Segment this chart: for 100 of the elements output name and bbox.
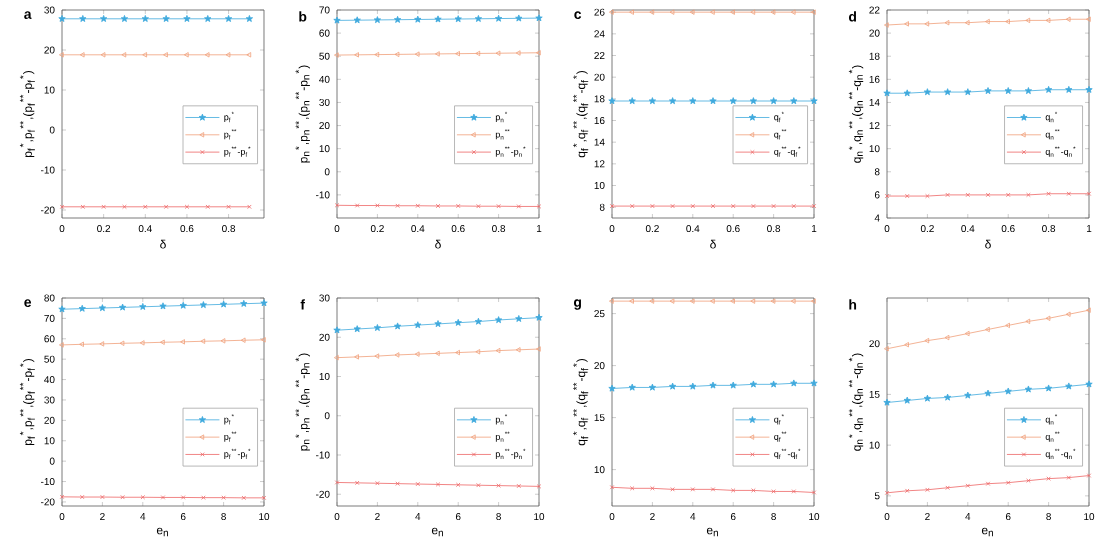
point (710, 203, 716, 209)
point (729, 97, 737, 105)
point (964, 330, 970, 337)
point (629, 203, 635, 209)
point (353, 16, 361, 24)
point (944, 20, 950, 26)
point (220, 338, 226, 344)
point (729, 381, 737, 389)
point (730, 203, 736, 209)
point (770, 9, 776, 15)
point (535, 313, 543, 321)
point (689, 298, 695, 304)
point (183, 52, 189, 58)
point (393, 322, 402, 330)
point (791, 203, 797, 209)
point (904, 193, 910, 199)
point (1045, 315, 1051, 321)
point (474, 317, 483, 325)
point (689, 382, 697, 390)
point (100, 52, 106, 58)
point (474, 15, 483, 22)
point (454, 15, 462, 23)
point (260, 299, 268, 307)
point (224, 15, 233, 22)
point (515, 347, 521, 353)
point (475, 349, 481, 355)
point (944, 88, 952, 96)
point (923, 88, 932, 96)
point (648, 383, 657, 391)
point (99, 341, 105, 347)
point (1045, 85, 1053, 93)
point (790, 97, 798, 105)
point (689, 9, 695, 15)
point (984, 389, 992, 397)
point (374, 51, 380, 58)
point (204, 15, 212, 22)
point (689, 97, 697, 105)
point (394, 352, 400, 358)
point (79, 15, 87, 22)
point (1025, 17, 1031, 24)
point (515, 14, 523, 22)
point (79, 52, 85, 58)
point (944, 393, 952, 401)
point (434, 320, 442, 328)
point (1045, 384, 1053, 392)
point (58, 305, 66, 313)
point (1065, 311, 1071, 317)
point (475, 50, 481, 57)
point (903, 396, 911, 404)
point (790, 298, 796, 304)
point (649, 9, 655, 15)
point (1004, 87, 1012, 95)
point (354, 480, 360, 486)
point (985, 192, 991, 198)
point (373, 16, 382, 24)
point (944, 334, 950, 341)
point (240, 337, 246, 343)
point (964, 391, 972, 399)
point (1065, 16, 1071, 22)
point (374, 353, 380, 359)
point (79, 494, 85, 500)
point (163, 204, 169, 210)
point (1005, 192, 1011, 198)
point (119, 340, 125, 346)
point (964, 20, 970, 26)
point (516, 483, 522, 489)
point (904, 488, 910, 494)
point (118, 303, 127, 311)
point (709, 97, 717, 105)
point (668, 382, 677, 390)
point (1024, 385, 1033, 393)
point (199, 301, 208, 309)
point (984, 87, 992, 95)
point (749, 97, 758, 105)
point (179, 301, 187, 309)
point (100, 15, 108, 22)
point (1045, 17, 1051, 24)
point (333, 326, 341, 334)
point (923, 394, 932, 402)
point (58, 15, 66, 22)
point (810, 379, 818, 387)
point (120, 15, 129, 22)
point (204, 52, 210, 58)
point (628, 97, 636, 105)
point (1065, 85, 1073, 93)
point (495, 347, 501, 354)
point (200, 338, 206, 344)
point (1024, 87, 1033, 95)
point (240, 299, 248, 307)
point (121, 52, 127, 58)
point (628, 383, 636, 391)
point (139, 340, 145, 346)
point (393, 15, 402, 23)
point (414, 351, 420, 357)
point (495, 50, 501, 56)
point (608, 97, 616, 105)
point (749, 380, 758, 388)
point (162, 15, 170, 22)
point (1004, 387, 1012, 395)
point (750, 298, 756, 304)
